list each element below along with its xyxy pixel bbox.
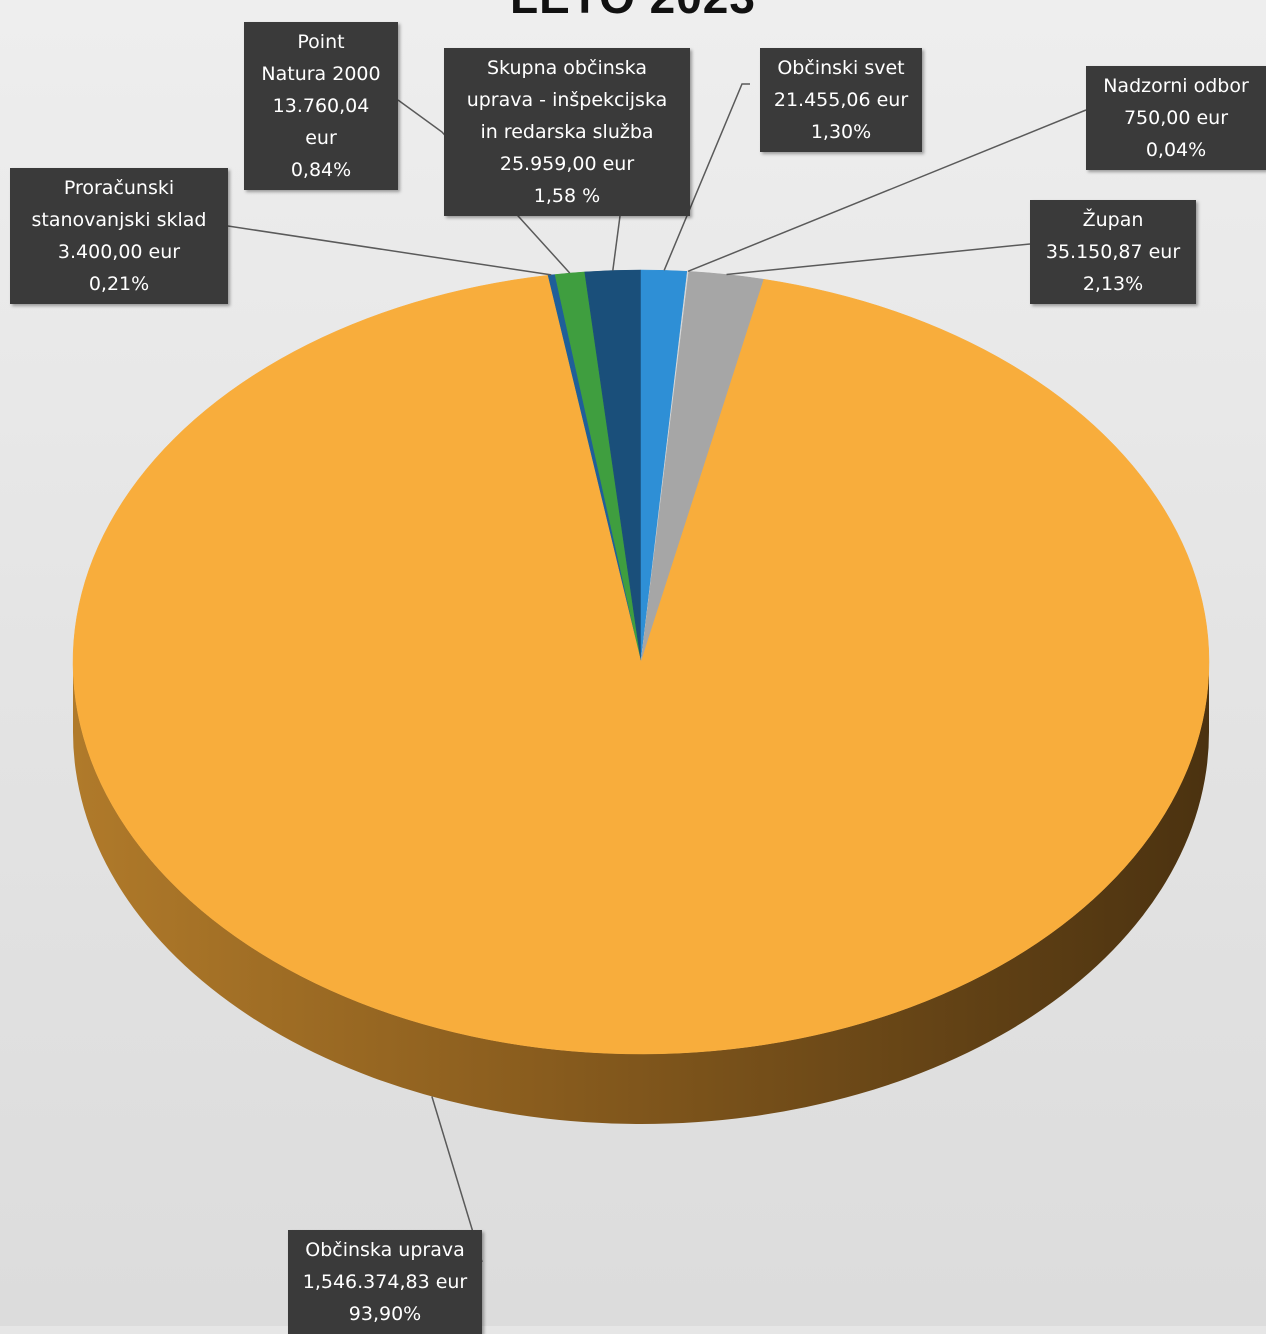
slice-value: 3.400,00 eur	[57, 241, 181, 263]
slice-unit: eur	[305, 127, 337, 149]
slice-value: 1,546.374,83 eur	[302, 1271, 468, 1293]
callout-nadzorni-odbor: Nadzorni odbor 750,00 eur 0,04%	[1086, 66, 1266, 170]
callout-zupan: Župan 35.150,87 eur 2,13%	[1030, 200, 1196, 304]
slice-value: 21.455,06 eur	[773, 89, 909, 111]
slice-label: Župan	[1082, 209, 1144, 231]
slice-label: Občinski svet	[777, 57, 905, 79]
slice-label: in redarska služba	[480, 121, 654, 143]
slice-percent: 1,58 %	[533, 185, 601, 207]
pie-rim	[73, 662, 1209, 1124]
callout-proracunski-sklad: Proračunski stanovanjski sklad 3.400,00 …	[10, 168, 228, 304]
slice-percent: 2,13%	[1082, 273, 1144, 295]
slice-percent: 1,30%	[810, 121, 872, 143]
callout-point-natura: Point Natura 2000 13.760,04 eur 0,84%	[244, 22, 398, 190]
slice-value: 35.150,87 eur	[1045, 241, 1181, 263]
slice-percent: 0,84%	[290, 159, 352, 181]
slice-value: 25.959,00 eur	[499, 153, 635, 175]
leader-line	[612, 215, 621, 271]
leader-line	[687, 109, 1087, 273]
leader-line	[227, 225, 552, 276]
slice-label: Nadzorni odbor	[1103, 75, 1249, 97]
callout-obcinski-svet: Občinski svet 21.455,06 eur 1,30%	[760, 48, 922, 152]
slice-label: Občinska uprava	[305, 1239, 465, 1261]
slice-value: 13.760,04	[272, 95, 370, 117]
pie-slice	[72, 275, 1210, 1055]
slice-label: Point	[297, 31, 345, 53]
slice-label: stanovanjski sklad	[31, 209, 207, 231]
slice-label: uprava - inšpekcijska	[466, 89, 668, 111]
slice-label: Natura 2000	[261, 63, 381, 85]
callout-skupna-obcinska-uprava: Skupna občinska uprava - inšpekcijska in…	[444, 48, 690, 216]
slice-percent: 93,90%	[348, 1303, 422, 1325]
leader-line	[726, 243, 1031, 276]
slice-percent: 0,21%	[88, 273, 150, 295]
slice-label: Proračunski	[63, 177, 175, 199]
leader-line	[397, 99, 571, 274]
slice-label: Skupna občinska	[487, 57, 647, 79]
callout-obcinska-uprava: Občinska uprava 1,546.374,83 eur 93,90%	[288, 1230, 482, 1334]
slice-value: 750,00 eur	[1123, 107, 1229, 129]
chart-title: LETO 2023	[0, 0, 1266, 24]
leader-line	[663, 83, 750, 271]
slice-percent: 0,04%	[1145, 139, 1207, 161]
